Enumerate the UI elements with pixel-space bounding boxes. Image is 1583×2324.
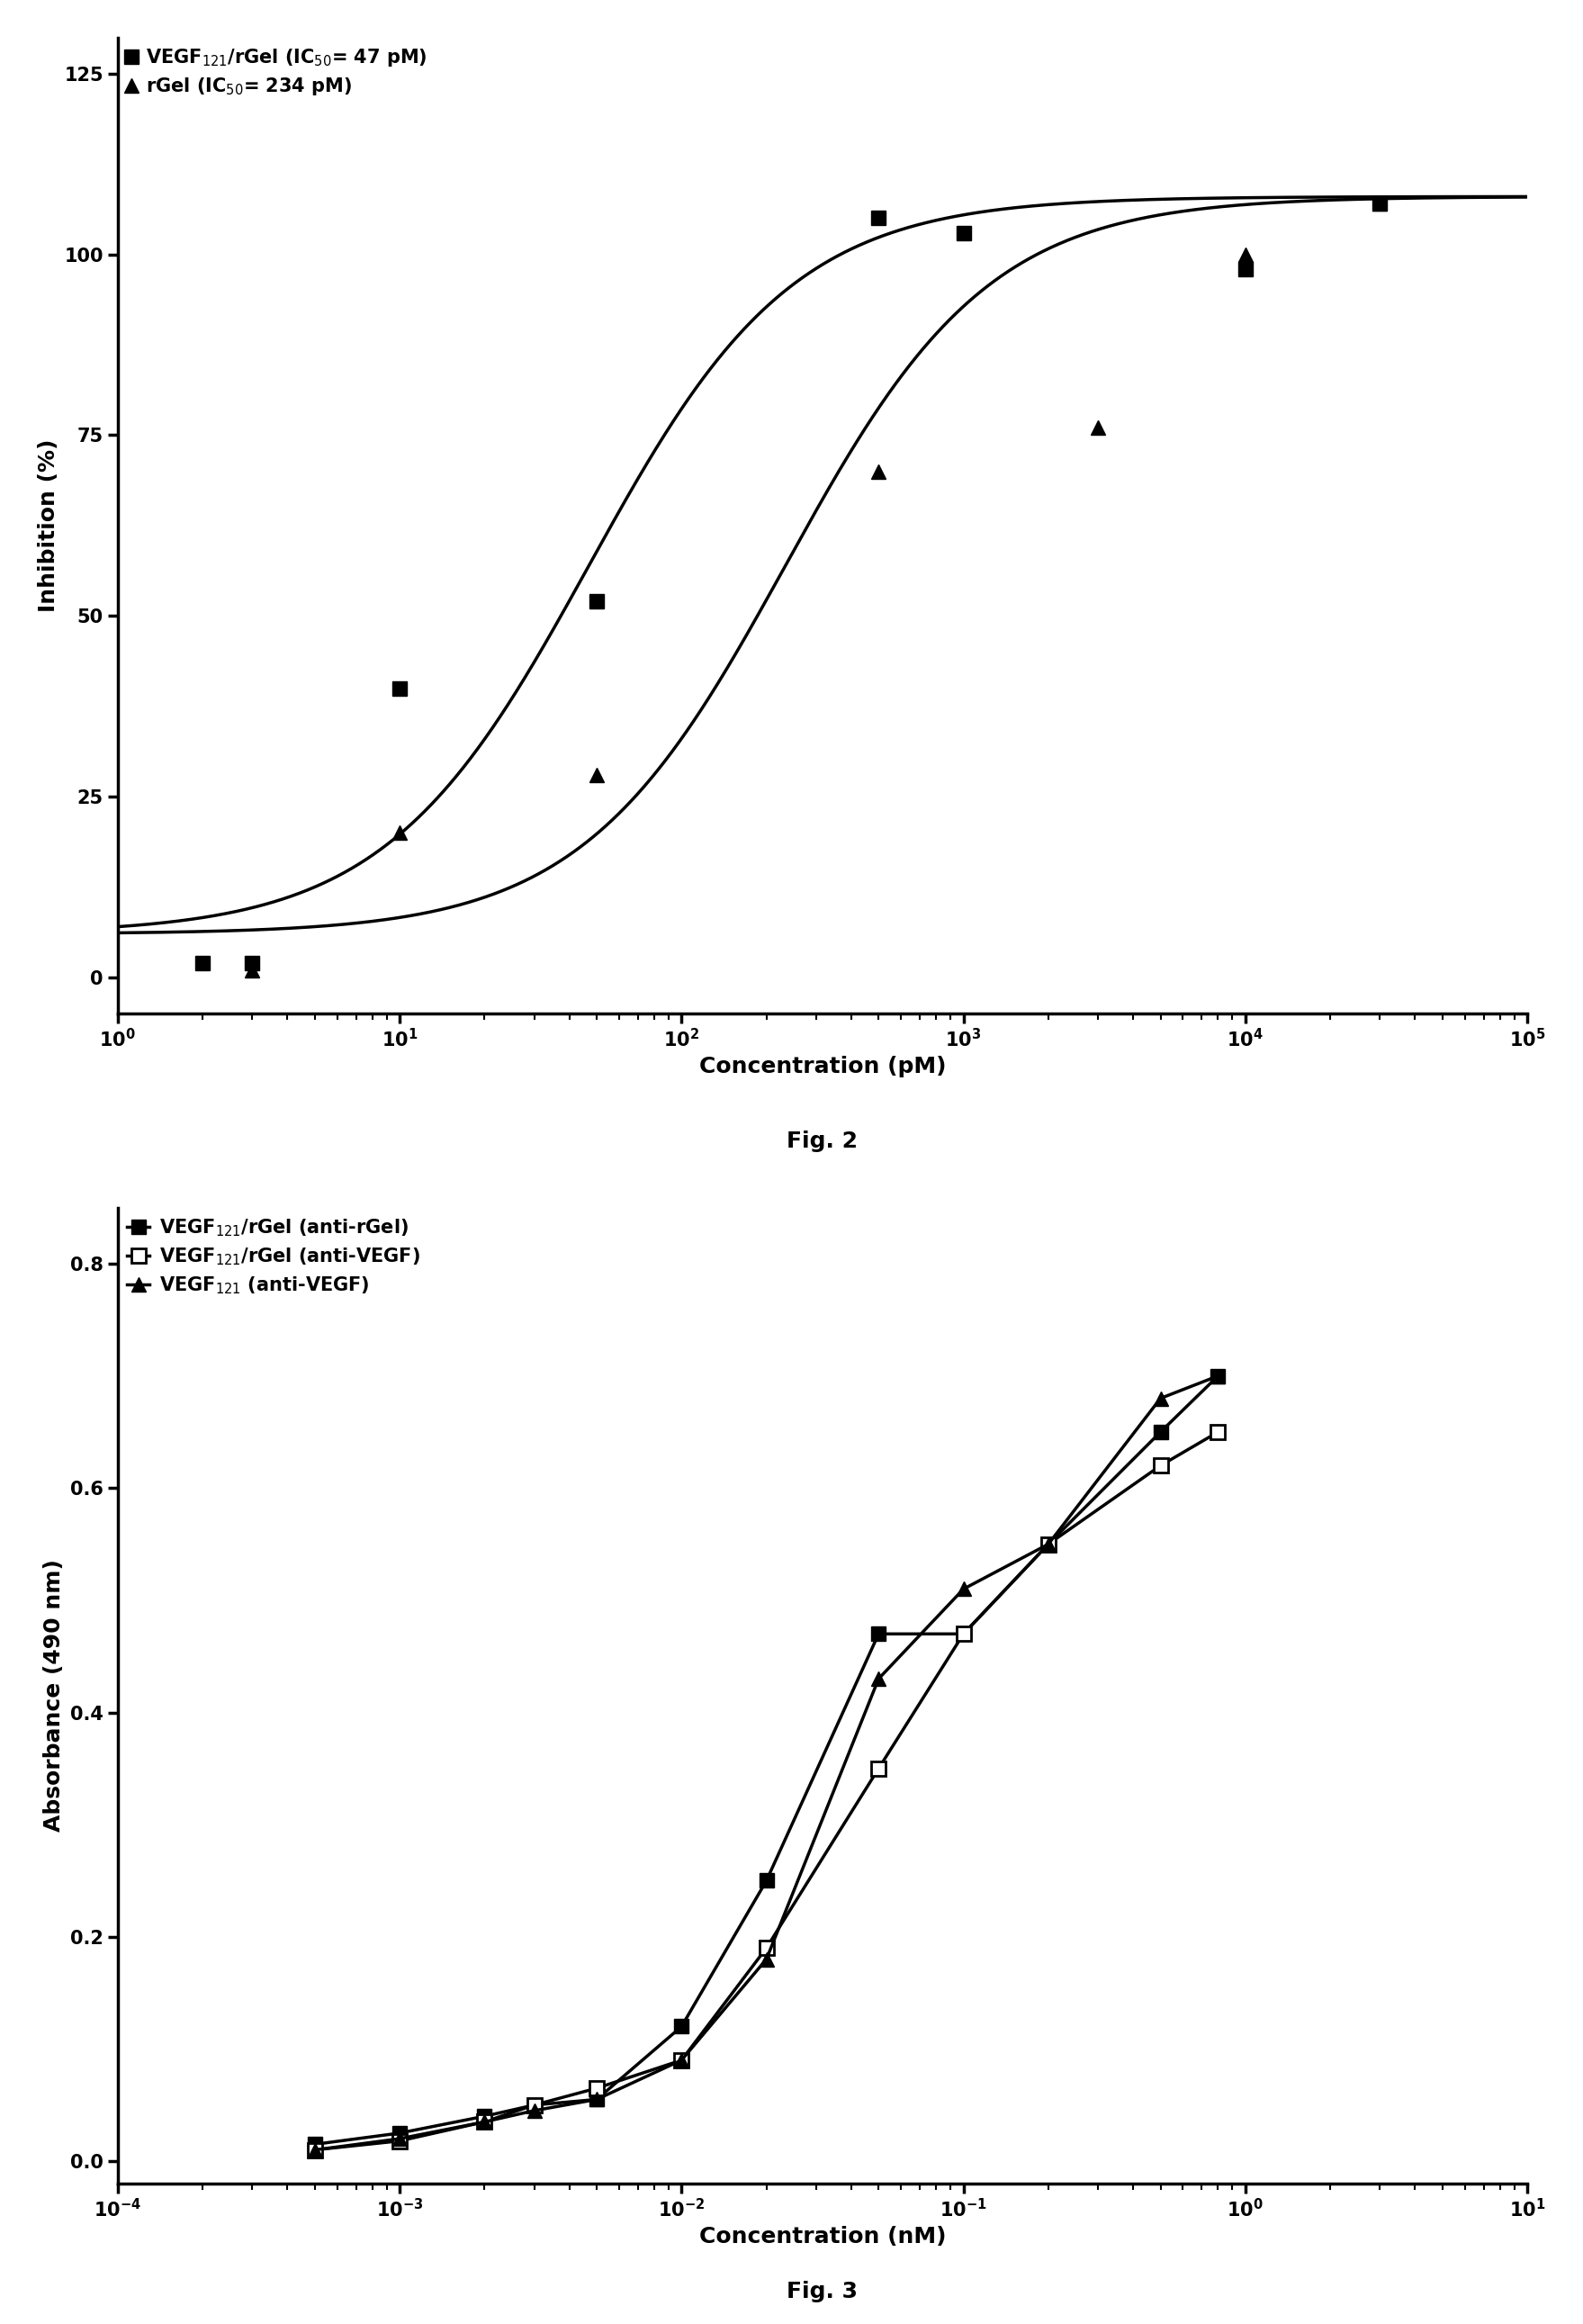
VEGF$_{121}$/rGel (anti-VEGF)	[757, 1934, 776, 1961]
VEGF$_{121}$ (anti-VEGF)	[757, 1945, 776, 1973]
VEGF$_{121}$ (anti-VEGF)	[869, 1664, 888, 1692]
VEGF$_{121}$/rGel (anti-VEGF)	[1208, 1418, 1227, 1446]
VEGF$_{121}$/rGel (IC$_{50}$= 47 pM)	[869, 205, 888, 232]
VEGF$_{121}$/rGel (anti-VEGF)	[587, 2075, 606, 2103]
VEGF$_{121}$ (anti-VEGF)	[1038, 1529, 1057, 1557]
VEGF$_{121}$/rGel (IC$_{50}$= 47 pM)	[955, 218, 974, 246]
VEGF$_{121}$/rGel (anti-rGel)	[673, 2013, 692, 2040]
VEGF$_{121}$ (anti-VEGF)	[1208, 1362, 1227, 1390]
X-axis label: Concentration (pM): Concentration (pM)	[700, 1055, 947, 1076]
VEGF$_{121}$ (anti-VEGF)	[587, 2085, 606, 2113]
Legend: VEGF$_{121}$/rGel (anti-rGel), VEGF$_{121}$/rGel (anti-VEGF), VEGF$_{121}$ (anti: VEGF$_{121}$/rGel (anti-rGel), VEGF$_{12…	[127, 1218, 419, 1297]
rGel (IC$_{50}$= 234 pM)	[1236, 239, 1255, 267]
VEGF$_{121}$/rGel (anti-rGel)	[955, 1620, 974, 1648]
Text: Fig. 2: Fig. 2	[787, 1129, 858, 1153]
VEGF$_{121}$/rGel (IC$_{50}$= 47 pM)	[242, 948, 261, 976]
VEGF$_{121}$/rGel (IC$_{50}$= 47 pM)	[389, 674, 408, 702]
Line: VEGF$_{121}$/rGel (anti-rGel): VEGF$_{121}$/rGel (anti-rGel)	[309, 1369, 1225, 2152]
VEGF$_{121}$/rGel (IC$_{50}$= 47 pM)	[587, 588, 606, 616]
VEGF$_{121}$/rGel (anti-rGel)	[1208, 1362, 1227, 1390]
VEGF$_{121}$ (anti-VEGF)	[955, 1576, 974, 1604]
VEGF$_{121}$/rGel (IC$_{50}$= 47 pM)	[1371, 191, 1390, 218]
Line: rGel (IC$_{50}$= 234 pM): rGel (IC$_{50}$= 234 pM)	[245, 195, 1387, 978]
VEGF$_{121}$/rGel (anti-VEGF)	[673, 2045, 692, 2073]
rGel (IC$_{50}$= 234 pM)	[869, 458, 888, 486]
VEGF$_{121}$/rGel (anti-VEGF)	[1038, 1529, 1057, 1557]
VEGF$_{121}$/rGel (anti-rGel)	[587, 2085, 606, 2113]
rGel (IC$_{50}$= 234 pM)	[1089, 414, 1108, 442]
VEGF$_{121}$/rGel (anti-rGel)	[757, 1866, 776, 1894]
VEGF$_{121}$/rGel (anti-VEGF)	[869, 1755, 888, 1783]
rGel (IC$_{50}$= 234 pM)	[389, 818, 408, 846]
Line: VEGF$_{121}$/rGel (IC$_{50}$= 47 pM): VEGF$_{121}$/rGel (IC$_{50}$= 47 pM)	[195, 195, 1387, 971]
VEGF$_{121}$/rGel (anti-VEGF)	[306, 2136, 325, 2164]
VEGF$_{121}$/rGel (anti-VEGF)	[955, 1620, 974, 1648]
VEGF$_{121}$ (anti-VEGF)	[524, 2096, 543, 2124]
Y-axis label: Inhibition (%): Inhibition (%)	[38, 439, 59, 611]
VEGF$_{121}$ (anti-VEGF)	[306, 2136, 325, 2164]
VEGF$_{121}$/rGel (anti-rGel)	[1151, 1418, 1170, 1446]
Line: VEGF$_{121}$/rGel (anti-VEGF): VEGF$_{121}$/rGel (anti-VEGF)	[309, 1425, 1225, 2157]
VEGF$_{121}$/rGel (anti-VEGF)	[524, 2092, 543, 2119]
VEGF$_{121}$/rGel (anti-VEGF)	[389, 2126, 408, 2154]
VEGF$_{121}$/rGel (anti-rGel)	[869, 1620, 888, 1648]
VEGF$_{121}$ (anti-VEGF)	[1151, 1385, 1170, 1413]
Legend: VEGF$_{121}$/rGel (IC$_{50}$= 47 pM), rGel (IC$_{50}$= 234 pM): VEGF$_{121}$/rGel (IC$_{50}$= 47 pM), rG…	[127, 46, 427, 98]
VEGF$_{121}$/rGel (anti-rGel)	[524, 2092, 543, 2119]
VEGF$_{121}$ (anti-VEGF)	[475, 2108, 494, 2136]
VEGF$_{121}$/rGel (IC$_{50}$= 47 pM)	[193, 948, 212, 976]
VEGF$_{121}$/rGel (anti-VEGF)	[1151, 1452, 1170, 1480]
VEGF$_{121}$/rGel (anti-rGel)	[475, 2103, 494, 2131]
VEGF$_{121}$/rGel (anti-rGel)	[389, 2119, 408, 2147]
VEGF$_{121}$/rGel (anti-rGel)	[306, 2131, 325, 2159]
rGel (IC$_{50}$= 234 pM)	[242, 955, 261, 983]
VEGF$_{121}$/rGel (anti-VEGF)	[475, 2108, 494, 2136]
X-axis label: Concentration (nM): Concentration (nM)	[700, 2226, 947, 2247]
rGel (IC$_{50}$= 234 pM)	[1371, 191, 1390, 218]
Line: VEGF$_{121}$ (anti-VEGF): VEGF$_{121}$ (anti-VEGF)	[309, 1369, 1225, 2157]
VEGF$_{121}$ (anti-VEGF)	[673, 2045, 692, 2073]
VEGF$_{121}$/rGel (IC$_{50}$= 47 pM)	[1236, 256, 1255, 284]
Text: Fig. 3: Fig. 3	[787, 2282, 858, 2303]
Y-axis label: Absorbance (490 nm): Absorbance (490 nm)	[44, 1559, 65, 1831]
rGel (IC$_{50}$= 234 pM)	[587, 760, 606, 788]
VEGF$_{121}$ (anti-VEGF)	[389, 2124, 408, 2152]
VEGF$_{121}$/rGel (anti-rGel)	[1038, 1529, 1057, 1557]
